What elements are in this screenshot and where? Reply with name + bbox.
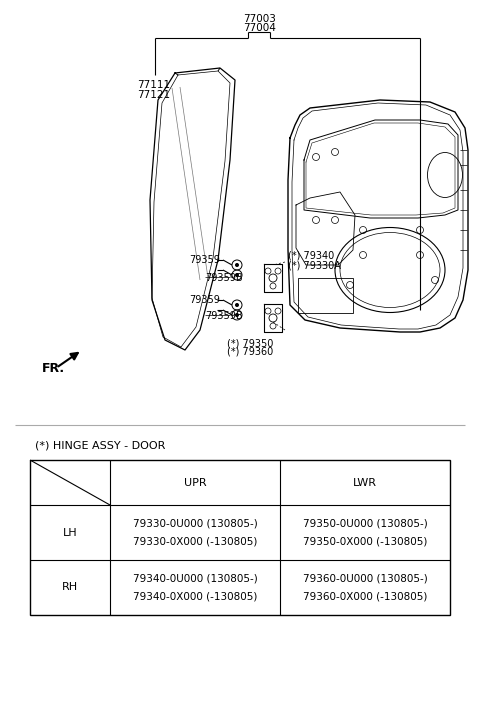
Text: (*) HINGE ASSY - DOOR: (*) HINGE ASSY - DOOR [35, 440, 166, 450]
Text: RH: RH [62, 583, 78, 593]
Text: 79330-0X000 (-130805): 79330-0X000 (-130805) [133, 536, 257, 546]
Bar [30, 460, 450, 615]
Text: 79350-0X000 (-130805): 79350-0X000 (-130805) [303, 536, 427, 546]
Circle shape [235, 263, 239, 267]
Text: (*) 79350: (*) 79350 [227, 338, 273, 348]
Text: (*) 79340: (*) 79340 [288, 250, 334, 260]
Text: 79350-0U000 (130805-): 79350-0U000 (130805-) [302, 519, 427, 529]
Text: 79360-0X000 (-130805): 79360-0X000 (-130805) [303, 591, 427, 602]
Text: LH: LH [63, 527, 77, 538]
Text: 79359B: 79359B [205, 273, 242, 283]
Text: 79340-0X000 (-130805): 79340-0X000 (-130805) [133, 591, 257, 602]
Text: 77003: 77003 [243, 14, 276, 24]
Circle shape [235, 273, 239, 277]
Text: 79360-0U000 (130805-): 79360-0U000 (130805-) [302, 574, 427, 583]
Text: 79330-0U000 (130805-): 79330-0U000 (130805-) [132, 519, 257, 529]
Text: FR.: FR. [42, 361, 65, 375]
Text: 77004: 77004 [243, 23, 276, 33]
Text: (*) 79330A: (*) 79330A [288, 260, 341, 270]
Text: 77111: 77111 [137, 80, 170, 90]
Text: UPR: UPR [184, 477, 206, 487]
Text: LWR: LWR [353, 477, 377, 487]
Bar [298, 278, 353, 313]
Text: 79340-0U000 (130805-): 79340-0U000 (130805-) [132, 574, 257, 583]
Text: 79359B: 79359B [205, 311, 242, 321]
Text: 77121: 77121 [137, 90, 170, 100]
Circle shape [235, 313, 239, 317]
Text: 79359: 79359 [189, 255, 220, 265]
Circle shape [235, 303, 239, 307]
Text: 79359: 79359 [189, 295, 220, 305]
Text: (*) 79360: (*) 79360 [227, 347, 273, 357]
